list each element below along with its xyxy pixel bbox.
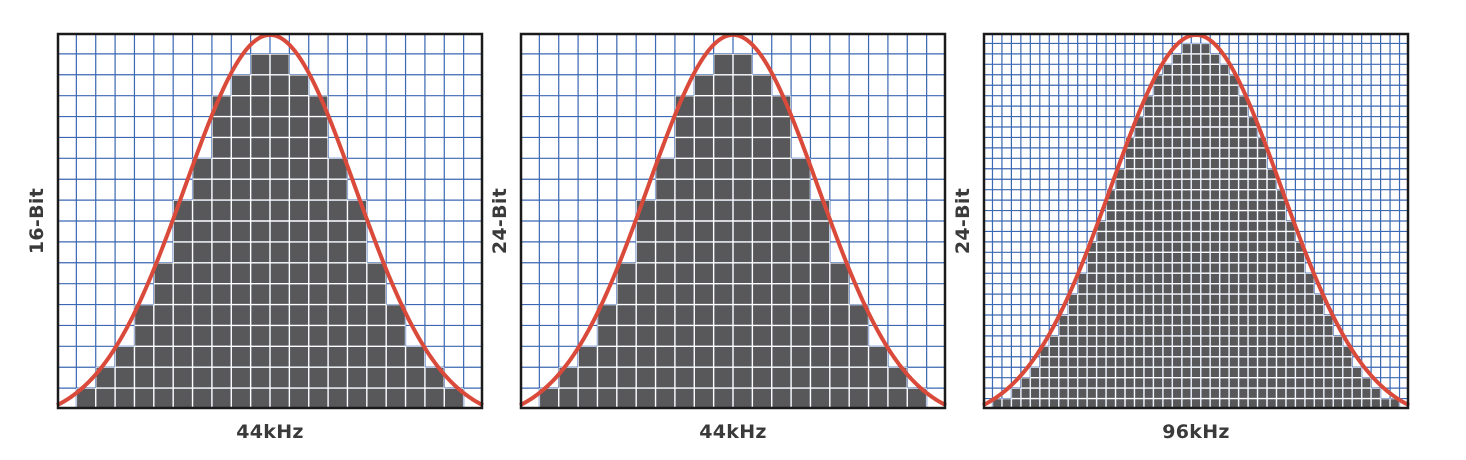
sample-bar (76, 388, 96, 409)
sample-bar (1333, 335, 1343, 409)
sampling-diagram-1 (56, 32, 484, 410)
bit-depth-label: 24-Bit (489, 187, 511, 255)
sample-bar (211, 95, 232, 410)
sample-bar (1276, 189, 1286, 409)
sample-bar (1304, 273, 1315, 409)
sample-bar (444, 388, 464, 409)
sample-bar (405, 346, 425, 409)
sample-bar (386, 304, 406, 409)
sample-bar (1323, 315, 1334, 409)
sample-bar (250, 53, 270, 409)
sample-bar (907, 388, 927, 409)
panel-24bit-44khz: 24-Bit 44kHz (489, 32, 947, 443)
sample-bar (134, 304, 154, 409)
sample-bar (733, 53, 753, 409)
sampling-diagram-2 (519, 32, 947, 410)
sample-bar (539, 388, 559, 409)
sample-bar (308, 95, 329, 410)
sample-bar (1162, 64, 1173, 409)
sample-bar (1361, 377, 1372, 409)
sample-bar (674, 95, 695, 410)
sample-bar (1106, 189, 1116, 409)
sample-bar (1181, 43, 1192, 409)
sample-bar (713, 53, 733, 409)
sample-bar (1001, 398, 1012, 409)
diagram-frame (519, 32, 947, 410)
sample-bar (1390, 398, 1400, 409)
sampling-diagram-3 (982, 32, 1410, 410)
sample-bar (1380, 398, 1391, 409)
sample-bar (616, 262, 637, 409)
sample-bar (1219, 64, 1230, 409)
panel-16bit-44khz: 16-Bit 44kHz (26, 32, 484, 443)
diagram-frame (982, 32, 1410, 410)
sample-bar (1115, 168, 1125, 409)
sample-bar (153, 262, 174, 409)
panel-24bit-96khz: 24-Bit 96kHz (952, 32, 1410, 443)
sample-bar (1191, 43, 1201, 409)
sample-bar (771, 95, 792, 410)
sample-bar (829, 262, 850, 409)
sample-bar (1267, 168, 1277, 409)
sample-bar (1077, 273, 1088, 409)
sample-bar (578, 346, 598, 409)
sample-rate-label: 44kHz (699, 421, 767, 443)
sample-bar (1049, 335, 1059, 409)
sample-bar (1068, 294, 1078, 409)
sample-bar (366, 262, 387, 409)
sample-rate-label: 44kHz (236, 421, 304, 443)
sample-bar (270, 53, 290, 409)
bit-depth-label: 16-Bit (26, 187, 48, 255)
sample-bar (597, 304, 617, 409)
sample-bar (1020, 377, 1031, 409)
sample-bar (1200, 43, 1211, 409)
sample-bar (1314, 294, 1324, 409)
sample-bar (115, 346, 135, 409)
sample-bar (849, 304, 869, 409)
sample-bar (868, 346, 888, 409)
bit-depth-label: 24-Bit (952, 187, 974, 255)
sample-rate-label: 96kHz (1162, 421, 1230, 443)
sample-bar (992, 398, 1002, 409)
sample-bar (1058, 315, 1069, 409)
diagram-frame (56, 32, 484, 410)
